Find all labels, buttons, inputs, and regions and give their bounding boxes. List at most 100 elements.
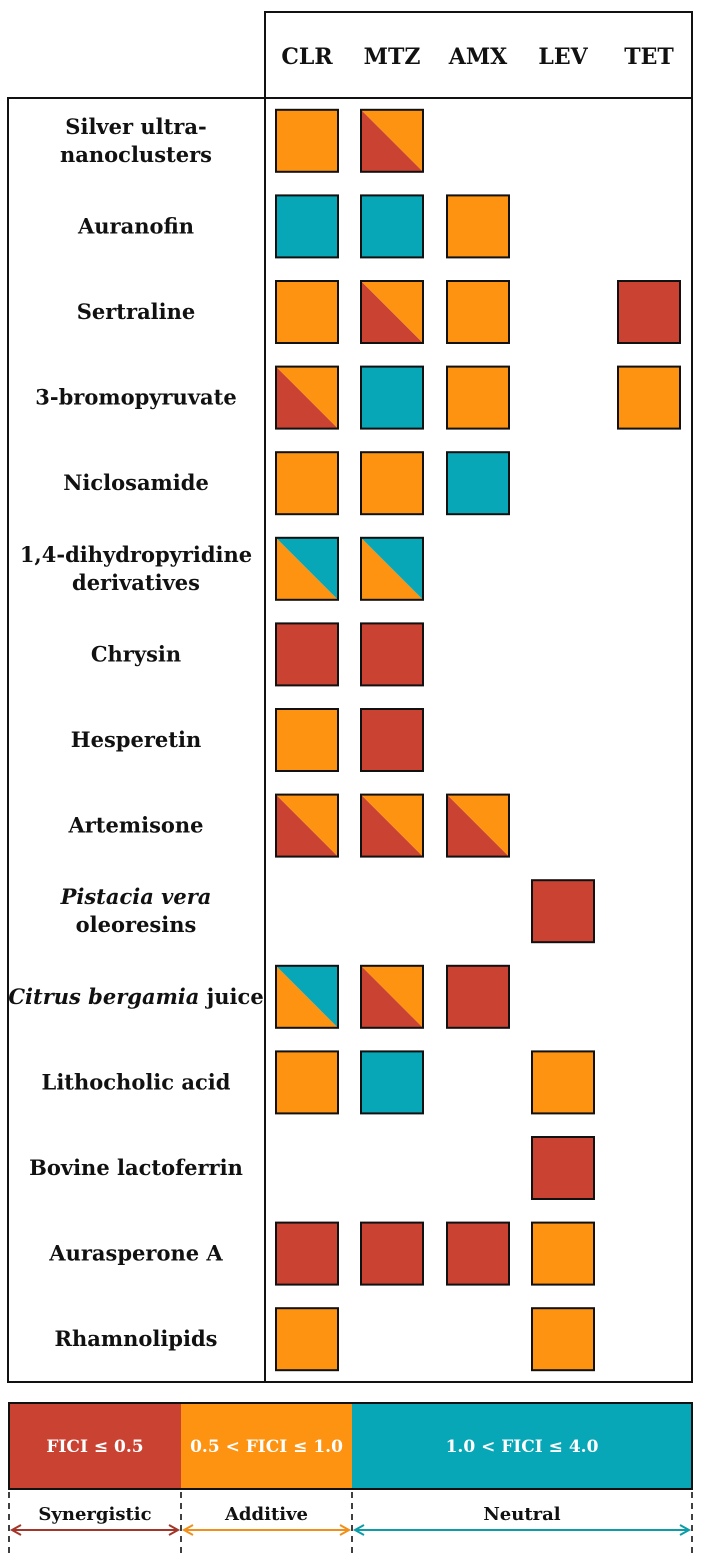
cell-border <box>360 1221 424 1286</box>
cell-fill <box>447 195 509 258</box>
column-header-mtz: MTZ <box>364 44 421 70</box>
row-label: Hesperetin <box>71 727 201 752</box>
cell-border <box>360 280 424 344</box>
cell-border <box>531 1050 595 1115</box>
cell-fill <box>447 1222 509 1285</box>
legend-category-additive: Additive <box>224 1504 308 1525</box>
cell-lev <box>531 879 595 944</box>
cell-border <box>275 108 339 173</box>
column-header-lev: LEV <box>538 44 588 70</box>
cell-border <box>275 708 339 772</box>
cell-fill <box>447 366 509 429</box>
cell-lev <box>531 1136 595 1200</box>
row-label: Lithocholic acid <box>42 1069 231 1094</box>
cell-fill <box>276 195 338 258</box>
cell-upper-triangle <box>361 281 423 343</box>
cell-amx <box>446 1221 510 1286</box>
cell-fill <box>276 1222 338 1285</box>
column-header-amx: AMX <box>448 44 508 70</box>
cell-fill <box>618 366 680 429</box>
cell-border <box>275 536 339 601</box>
cell-border <box>360 108 424 173</box>
cell-border <box>617 280 681 344</box>
column-headers: CLR MTZ AMX LEV TET <box>281 44 674 70</box>
table-row: Artemisone <box>67 793 510 858</box>
cell-fill <box>276 623 338 686</box>
row-label: Rhamnolipids <box>55 1326 218 1351</box>
cell-fill <box>276 709 338 771</box>
cell-border <box>360 536 424 601</box>
row-label: oleoresins <box>76 912 197 937</box>
legend-arrow-neutral <box>352 1524 692 1536</box>
cell-fill <box>276 452 338 515</box>
row-label: Sertraline <box>77 299 196 324</box>
cell-clr <box>275 1307 339 1372</box>
cell-fill <box>361 452 423 515</box>
cell-border <box>360 708 424 772</box>
cell-border <box>275 451 339 516</box>
cell-border <box>275 365 339 430</box>
cell-fill <box>276 1051 338 1114</box>
table-row: Citrus bergamia juice <box>8 964 510 1029</box>
cell-mtz <box>360 793 424 858</box>
cell-mtz <box>360 1221 424 1286</box>
cell-border <box>275 964 339 1029</box>
table-row: Niclosamide <box>63 451 510 516</box>
cell-fill <box>447 281 509 343</box>
cell-mtz <box>360 964 424 1029</box>
table-row: Rhamnolipids <box>55 1307 595 1372</box>
cell-clr <box>275 108 339 173</box>
legend-swatch-neutral <box>352 1403 692 1489</box>
row-label: 3-bromopyruvate <box>35 385 236 410</box>
cell-upper-triangle <box>276 366 338 429</box>
cell-amx <box>446 194 510 259</box>
cell-border <box>275 1050 339 1115</box>
table-row: Hesperetin <box>71 708 424 772</box>
cell-clr <box>275 793 339 858</box>
legend-range-additive: 0.5 < FICI ≤ 1.0 <box>190 1437 343 1457</box>
compound-rows: Silver ultra-nanoclusters Auranofin Sertra… <box>8 108 681 1372</box>
cell-border <box>531 1307 595 1372</box>
row-label: Aurasperone A <box>48 1241 223 1266</box>
cell-clr <box>275 622 339 687</box>
table-row: Silver ultra-nanoclusters <box>60 108 424 173</box>
cell-tet <box>617 365 681 430</box>
cell-fill <box>532 1051 594 1114</box>
cell-border <box>531 1221 595 1286</box>
cell-fill <box>276 1308 338 1371</box>
legend-range-neutral: 1.0 < FICI ≤ 4.0 <box>446 1437 599 1457</box>
table-row: Bovine lactoferrin <box>29 1136 595 1200</box>
cell-mtz <box>360 365 424 430</box>
cell-upper-triangle <box>361 965 423 1028</box>
cell-upper-triangle <box>276 794 338 857</box>
table-row: Aurasperone A <box>48 1221 595 1286</box>
table-row: Auranofin <box>77 194 510 259</box>
cell-fill <box>532 1308 594 1371</box>
cell-amx <box>446 964 510 1029</box>
table-row: Lithocholic acid <box>42 1050 595 1115</box>
cell-fill <box>361 195 423 258</box>
legend-swatch-synergistic <box>9 1403 181 1489</box>
cell-clr <box>275 1221 339 1286</box>
table-row: Sertraline <box>77 280 681 344</box>
cell-border <box>360 1050 424 1115</box>
table-row: Pistacia vera oleoresins <box>60 879 595 944</box>
cell-border <box>360 622 424 687</box>
legend: FICI ≤ 0.5 Synergistic 0.5 < FICI ≤ 1.0 Add… <box>8 1402 693 1558</box>
cell-mtz <box>360 708 424 772</box>
row-label: Citrus bergamia juice <box>8 984 263 1009</box>
column-header-tet: TET <box>624 44 674 70</box>
cell-border <box>446 365 510 430</box>
cell-upper-triangle <box>361 109 423 172</box>
row-label: 1,4-dihydropyridine <box>20 542 252 567</box>
cell-border <box>446 194 510 259</box>
cell-lev <box>531 1050 595 1115</box>
cell-border <box>446 1221 510 1286</box>
cell-lower-triangle <box>276 965 338 1028</box>
row-label: Chrysin <box>91 641 181 666</box>
cell-tet <box>617 280 681 344</box>
cell-fill <box>532 1137 594 1199</box>
cell-border <box>275 1221 339 1286</box>
legend-category-synergistic: Synergistic <box>38 1504 151 1525</box>
cell-fill <box>361 709 423 771</box>
